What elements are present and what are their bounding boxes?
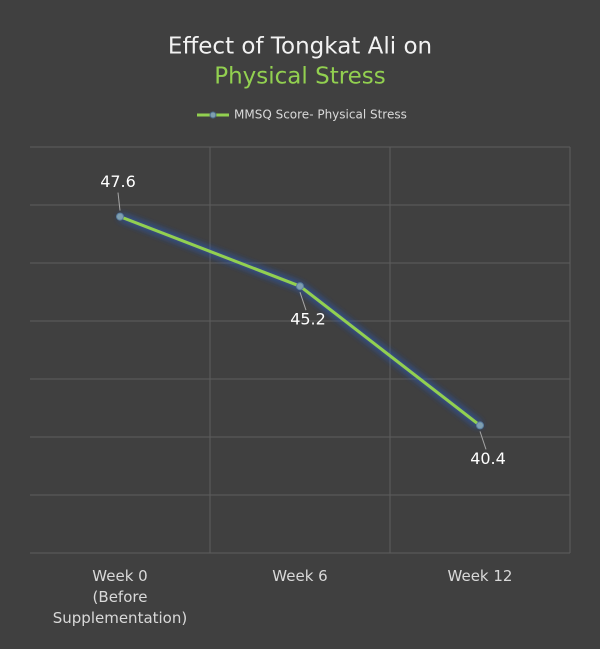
leader-line [117,192,121,211]
leader-line [479,431,487,450]
data-label: 45.2 [290,310,326,329]
x-tick-label: Week 0 (Before Supplementation) [52,567,188,627]
chart-subtitle: Physical Stress [214,64,386,90]
x-tick-label: Week 12 [447,567,513,585]
marker [116,212,124,221]
legend-label: MMSQ Score- Physical Stress [234,108,407,122]
leader-line [299,292,307,311]
marker [476,421,484,430]
chart-title: Effect of Tongkat Ali on [168,34,432,60]
legend-marker [209,111,217,119]
data-label: 40.4 [470,449,506,468]
x-tick-label: Week 6 [272,567,328,585]
marker [296,282,304,291]
data-label: 47.6 [100,172,136,191]
